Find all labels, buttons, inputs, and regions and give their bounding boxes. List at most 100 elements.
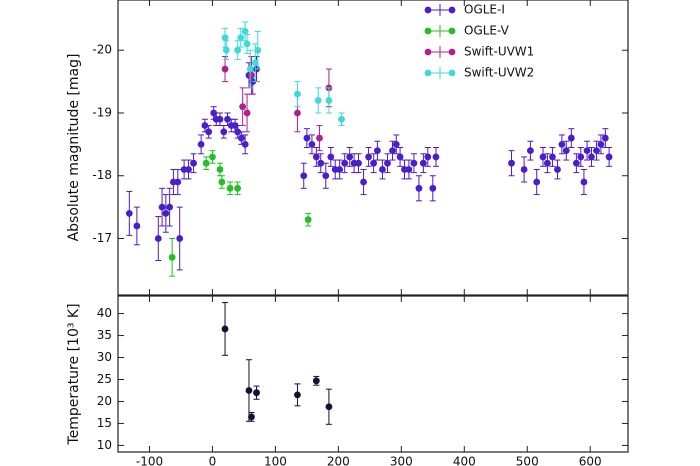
marker xyxy=(221,325,229,333)
marker xyxy=(601,134,609,142)
marker xyxy=(580,178,588,186)
marker xyxy=(605,153,613,161)
marker xyxy=(243,109,251,117)
marker xyxy=(224,115,231,123)
marker xyxy=(221,34,229,42)
marker xyxy=(237,34,245,42)
marker xyxy=(253,389,260,397)
marker xyxy=(419,159,427,167)
marker xyxy=(303,134,311,142)
legend-marker xyxy=(448,27,456,35)
legend-marker xyxy=(424,69,432,77)
marker xyxy=(432,153,440,161)
marker xyxy=(588,153,595,161)
legend-label: OGLE-V xyxy=(464,24,510,38)
y-tick-label: 30 xyxy=(97,350,112,364)
marker xyxy=(218,178,226,186)
y-tick-label: 15 xyxy=(97,416,112,430)
marker xyxy=(508,159,515,167)
legend-marker xyxy=(424,6,432,14)
legend-marker xyxy=(448,6,456,14)
x-tick-label: 200 xyxy=(327,455,350,466)
marker xyxy=(336,166,344,173)
x-tick-label: 600 xyxy=(579,455,602,466)
marker xyxy=(429,184,437,192)
marker xyxy=(405,166,413,173)
marker xyxy=(162,210,170,217)
marker xyxy=(365,153,372,161)
marker xyxy=(392,140,400,148)
y-tick-label: -19 xyxy=(92,105,112,119)
marker xyxy=(168,253,176,261)
legend-entry xyxy=(424,4,456,16)
marker xyxy=(533,178,541,186)
marker xyxy=(185,166,192,173)
y-tick-label: 10 xyxy=(97,438,112,452)
marker xyxy=(226,184,234,192)
marker xyxy=(174,178,182,186)
y-tick-label: 40 xyxy=(97,306,112,320)
marker xyxy=(166,203,174,211)
marker xyxy=(558,140,566,148)
y-tick-label: -17 xyxy=(92,231,112,245)
marker xyxy=(424,153,432,161)
marker xyxy=(209,153,216,161)
marker xyxy=(410,159,418,167)
y-axis-label: Absolute magnitude [mag] xyxy=(66,54,82,242)
marker xyxy=(220,128,228,136)
marker xyxy=(583,147,591,155)
marker xyxy=(251,59,259,67)
legend-entry xyxy=(424,25,456,37)
marker xyxy=(554,166,561,173)
marker xyxy=(360,178,367,186)
marker xyxy=(527,147,534,155)
marker xyxy=(190,159,197,167)
marker xyxy=(245,387,253,394)
x-tick-label: 300 xyxy=(390,455,413,466)
legend-label: Swift-UVW2 xyxy=(464,66,534,80)
x-tick-label: 0 xyxy=(209,455,217,466)
y-tick-label: -18 xyxy=(92,168,112,182)
marker xyxy=(294,90,301,98)
marker xyxy=(216,115,224,123)
y-tick-label: 20 xyxy=(97,394,112,408)
marker xyxy=(254,46,262,54)
legend-label: OGLE-I xyxy=(464,3,505,17)
marker xyxy=(325,403,333,411)
x-tick-label: 500 xyxy=(516,455,539,466)
marker xyxy=(539,153,547,161)
legend-label: Swift-UVW1 xyxy=(464,45,534,59)
legend-entry xyxy=(424,46,456,58)
marker xyxy=(300,172,308,180)
marker xyxy=(234,184,242,192)
x-tick-label: 400 xyxy=(453,455,476,466)
plot-frame xyxy=(117,0,629,296)
marker xyxy=(304,216,312,224)
y-axis-label: Temperature [10³ K] xyxy=(66,303,82,445)
marker xyxy=(593,147,600,155)
marker xyxy=(154,235,162,242)
marker xyxy=(234,46,242,54)
marker xyxy=(197,140,205,148)
marker xyxy=(201,122,209,129)
marker xyxy=(312,377,320,385)
marker xyxy=(248,413,255,421)
marker xyxy=(374,147,381,155)
plot-frame xyxy=(117,295,629,453)
marker xyxy=(379,166,386,173)
marker xyxy=(241,140,249,148)
marker xyxy=(221,65,229,73)
marker xyxy=(243,40,251,48)
marker xyxy=(577,153,585,161)
marker xyxy=(125,210,133,217)
x-tick-label: -100 xyxy=(136,455,163,466)
marker xyxy=(239,103,247,111)
marker xyxy=(370,159,378,167)
marker xyxy=(322,172,330,180)
marker xyxy=(238,134,245,142)
marker xyxy=(317,159,325,167)
marker xyxy=(308,140,316,148)
x-tick-label: 100 xyxy=(264,455,287,466)
marker xyxy=(384,159,391,167)
legend-marker xyxy=(448,69,456,77)
